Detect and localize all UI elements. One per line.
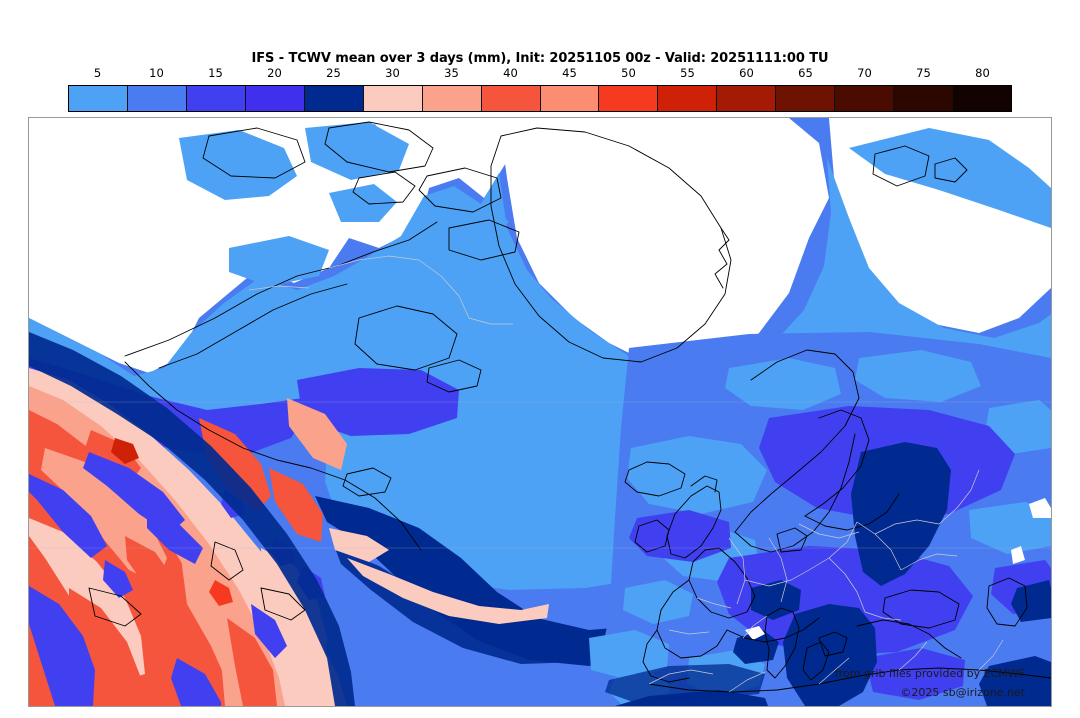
colorbar-tick-80: 80 xyxy=(975,66,990,80)
attribution-copyright: ©2025 sb@irizone.net xyxy=(900,686,1025,699)
colorbar-segments xyxy=(68,85,1012,112)
colorbar-segment-5-10 xyxy=(69,86,128,111)
colorbar-tick-55: 55 xyxy=(680,66,695,80)
colorbar-segment-55-60 xyxy=(658,86,718,111)
colorbar-segment-25-30 xyxy=(304,86,364,111)
attribution-source: from grib files provided by ECMWF xyxy=(834,667,1025,680)
colorbar-tick-30: 30 xyxy=(385,66,400,80)
colorbar-segment->80 xyxy=(953,86,1011,111)
colorbar-segment-20-25 xyxy=(245,86,305,111)
colorbar-segment-45-50 xyxy=(540,86,600,111)
colorbar-tick-60: 60 xyxy=(739,66,754,80)
colorbar-tick-45: 45 xyxy=(562,66,577,80)
colorbar-segment-65-70 xyxy=(776,86,836,111)
colorbar-tick-25: 25 xyxy=(326,66,341,80)
colorbar-segment-50-55 xyxy=(599,86,659,111)
colorbar-segment-15-20 xyxy=(186,86,246,111)
colorbar-segment-70-75 xyxy=(835,86,895,111)
colorbar-segment-40-45 xyxy=(481,86,541,111)
colorbar-tick-10: 10 xyxy=(149,66,164,80)
colorbar-tick-35: 35 xyxy=(444,66,459,80)
colorbar-segment-75-80 xyxy=(894,86,954,111)
colorbar-tick-75: 75 xyxy=(916,66,931,80)
colorbar-tick-70: 70 xyxy=(857,66,872,80)
colorbar-tick-15: 15 xyxy=(208,66,223,80)
colorbar-tick-labels: 5 10 15 20 25 30 35 40 45 50 55 60 65 70 75 80 xyxy=(68,66,1012,82)
colorbar-tick-20: 20 xyxy=(267,66,282,80)
colorbar-tick-5: 5 xyxy=(93,66,102,80)
map-frame[interactable]: from grib files provided by ECMWF ©2025 … xyxy=(28,117,1052,707)
colorbar xyxy=(68,85,1012,112)
colorbar-tick-40: 40 xyxy=(503,66,518,80)
colorbar-segment-30-35 xyxy=(363,86,423,111)
page-title: IFS - TCWV mean over 3 days (mm), Init: … xyxy=(251,51,829,66)
colorbar-segment-35-40 xyxy=(422,86,482,111)
colorbar-segment-60-65 xyxy=(717,86,777,111)
tcwv-field-map[interactable] xyxy=(29,118,1051,706)
colorbar-tick-50: 50 xyxy=(621,66,636,80)
colorbar-tick-65: 65 xyxy=(798,66,813,80)
colorbar-segment-10-15 xyxy=(127,86,187,111)
